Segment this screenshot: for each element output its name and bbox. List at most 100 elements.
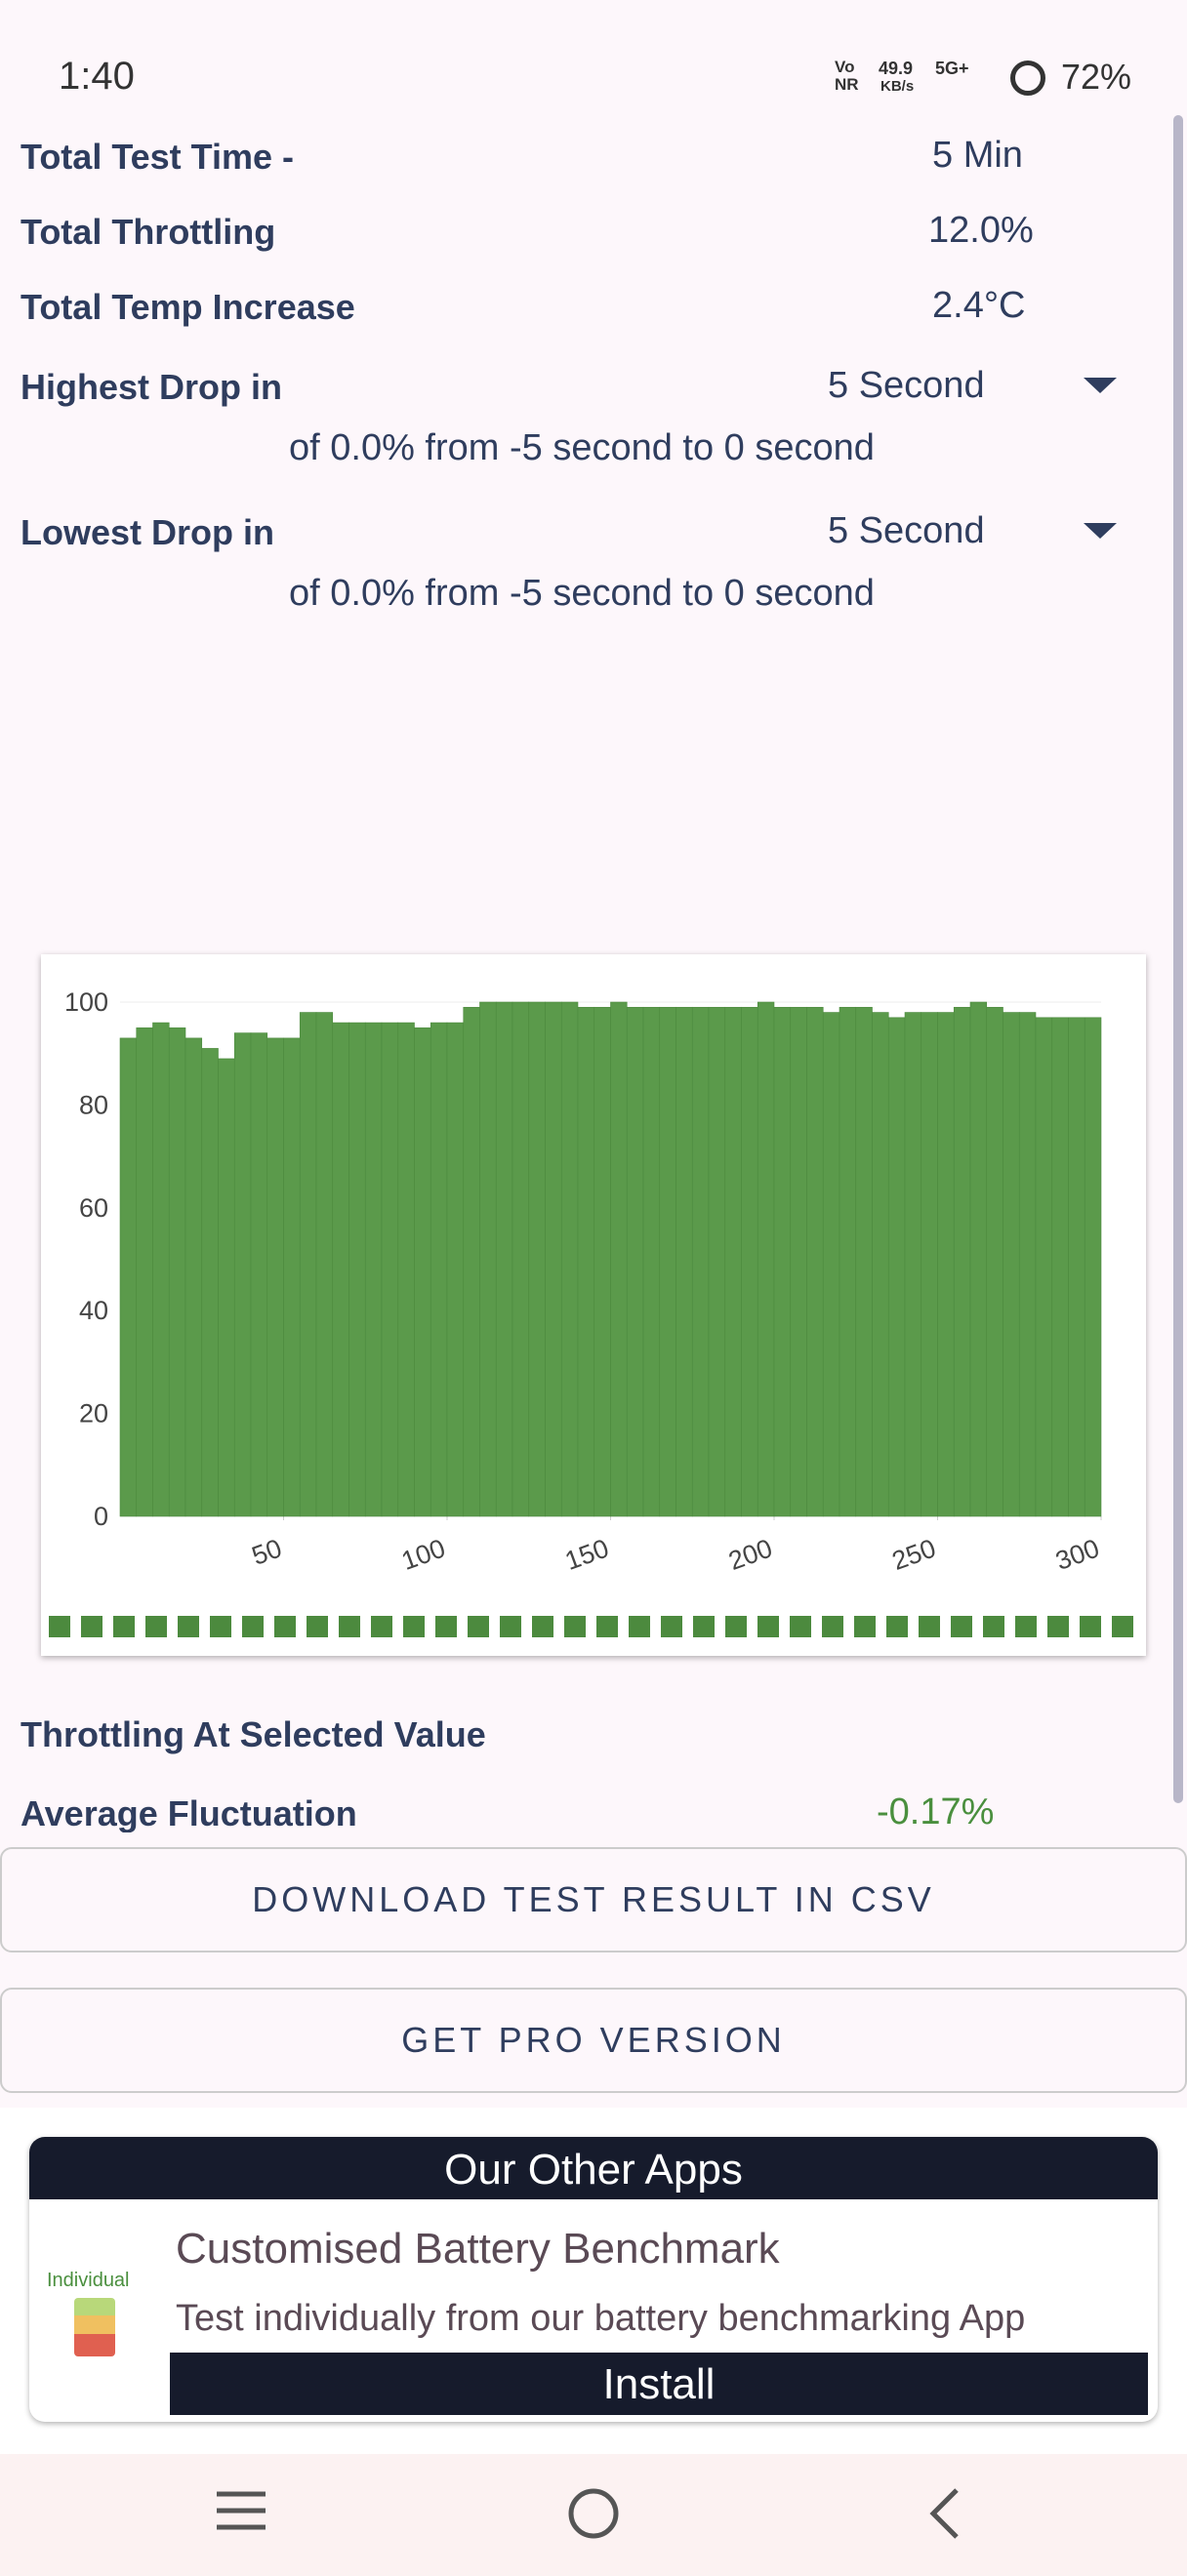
legend-marker [757, 1616, 779, 1637]
stat-value: 2.4°C [932, 285, 1026, 326]
bar [855, 1006, 873, 1517]
dropdown-arrow[interactable] [1084, 521, 1117, 541]
bar [1003, 1012, 1020, 1517]
legend-marker [371, 1616, 392, 1637]
bar [1018, 1012, 1037, 1517]
legend-marker [113, 1616, 135, 1637]
bar [741, 1006, 758, 1517]
bar [184, 1037, 203, 1517]
bar [266, 1037, 284, 1517]
legend-marker [1080, 1616, 1101, 1637]
bar [953, 1006, 971, 1517]
bar [887, 1017, 906, 1517]
nav-back[interactable] [925, 2486, 964, 2541]
legend-marker [468, 1616, 489, 1637]
bar [708, 1006, 726, 1517]
section-title: Throttling At Selected Value [20, 1714, 486, 1754]
bar [610, 1001, 628, 1517]
bar [430, 1022, 448, 1517]
dropdown-arrow[interactable] [1084, 376, 1117, 395]
legend-marker [596, 1616, 618, 1637]
bar [201, 1048, 219, 1517]
bar [969, 1001, 988, 1517]
legend-marker [1015, 1616, 1037, 1637]
drop-detail: of 0.0% from -5 second to 0 second [289, 573, 875, 614]
status-signal: 5G+ [935, 59, 969, 78]
drop-interval[interactable]: 5 Second [828, 510, 985, 551]
stat-label: Total Throttling [20, 212, 276, 252]
scrollbar [1173, 115, 1183, 1803]
bar [152, 1022, 170, 1517]
legend-marker [210, 1616, 231, 1637]
status-network: Vo NR [835, 58, 859, 94]
fluctuation-label: Average Fluctuation [20, 1793, 357, 1832]
legend-marker [951, 1616, 972, 1637]
bar [250, 1032, 268, 1517]
bar [1068, 1017, 1085, 1517]
bar [691, 1006, 710, 1517]
x-tick-label: 300 [1051, 1533, 1103, 1576]
legend-marker [500, 1616, 521, 1637]
x-tick-label: 50 [248, 1533, 285, 1570]
bar [332, 1022, 349, 1517]
legend-marker [403, 1616, 425, 1637]
bar [479, 1001, 497, 1517]
legend-marker [49, 1616, 70, 1637]
y-tick-label: 100 [64, 987, 108, 1017]
x-tick-label: 200 [724, 1533, 776, 1576]
bar [397, 1022, 415, 1517]
bar [822, 1012, 840, 1517]
bar [299, 1012, 317, 1517]
bar [381, 1022, 399, 1517]
bar [414, 1027, 431, 1517]
legend-marker [822, 1616, 843, 1637]
bar [528, 1001, 546, 1517]
chart: 0 20 40 60 80 100 50 100 150 200 250 300 [41, 954, 1146, 1656]
drop-interval[interactable]: 5 Second [828, 365, 985, 406]
bar [872, 1012, 889, 1517]
legend-marker [532, 1616, 553, 1637]
x-tick-label: 100 [397, 1533, 449, 1576]
legend-marker [1047, 1616, 1069, 1637]
bar [283, 1037, 301, 1517]
pro-button[interactable]: GET PRO VERSION [0, 1988, 1187, 2093]
fluctuation-value: -0.17% [877, 1791, 995, 1832]
bar [1035, 1017, 1053, 1517]
download-button[interactable]: DOWNLOAD TEST RESULT IN CSV [0, 1847, 1187, 1952]
ad-title: Customised Battery Benchmark [176, 2225, 780, 2273]
legend-marker [81, 1616, 102, 1637]
bar [136, 1027, 153, 1517]
legend-marker [339, 1616, 360, 1637]
y-tick-label: 60 [79, 1193, 108, 1223]
bar [806, 1006, 824, 1517]
bar [937, 1012, 955, 1517]
bar [986, 1006, 1003, 1517]
stat-value: 5 Min [932, 135, 1023, 176]
ad-header: Our Other Apps [29, 2137, 1158, 2199]
legend-marker [693, 1616, 715, 1637]
ad-install[interactable]: Install [170, 2353, 1148, 2415]
nav-menu[interactable] [215, 2486, 267, 2535]
ad-icon-label: Individual [47, 2270, 130, 2291]
bar [773, 1006, 792, 1517]
bar [463, 1006, 480, 1517]
y-tick-label: 20 [79, 1399, 108, 1429]
bar [904, 1012, 922, 1517]
bar [642, 1006, 661, 1517]
legend-marker [274, 1616, 296, 1637]
drop-detail: of 0.0% from -5 second to 0 second [289, 427, 875, 468]
bar [315, 1012, 334, 1517]
status-battery: 72% [1061, 57, 1132, 97]
legend-marker [242, 1616, 264, 1637]
bar [119, 1037, 138, 1517]
legend-marker [1112, 1616, 1133, 1637]
stat-label: Total Test Time - [20, 137, 295, 177]
nav-home[interactable] [566, 2486, 621, 2541]
bar [233, 1032, 252, 1517]
bar [218, 1058, 235, 1517]
bar [839, 1006, 857, 1517]
bar [577, 1006, 595, 1517]
x-tick-label: 150 [561, 1533, 613, 1576]
y-tick-label: 80 [79, 1090, 108, 1119]
bar [168, 1027, 186, 1517]
